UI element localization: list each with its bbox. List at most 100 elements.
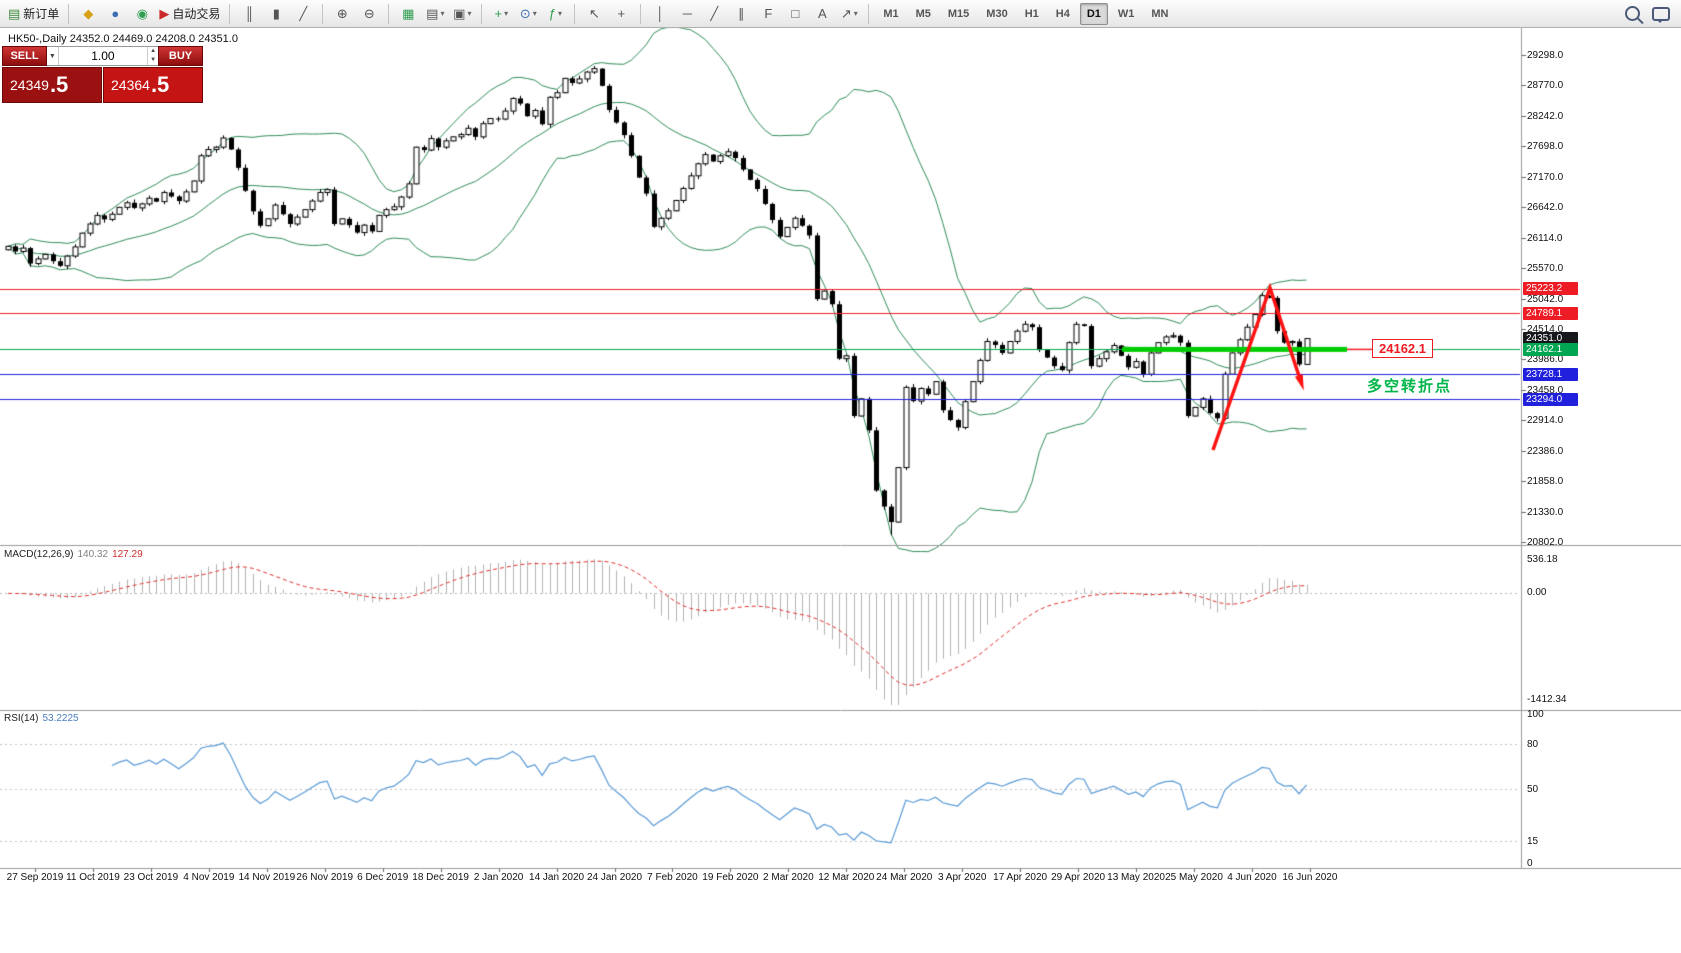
- fibonacci-button[interactable]: F: [755, 3, 781, 25]
- zoom-in-button[interactable]: ⊕: [329, 3, 355, 25]
- profiles-icon: ⊙: [519, 6, 531, 21]
- one-click-trading-panel: SELL ▼ ▲▼ BUY 24349 .5 24364 .5: [2, 46, 203, 103]
- equidistant-channel-button[interactable]: ∥: [728, 3, 754, 25]
- date-axis-label: 27 Sep 2019: [6, 872, 64, 883]
- arrow-tools-button-dropdown-icon[interactable]: ▾: [853, 9, 858, 18]
- price-axis-label: 22386.0: [1527, 445, 1564, 457]
- equidistant-channel-icon: ∥: [738, 6, 745, 21]
- macd-value-main: 140.32: [77, 549, 109, 560]
- trendline-button[interactable]: ╱: [701, 3, 727, 25]
- macd-value-signal: 127.29: [112, 549, 143, 560]
- volume-up-icon[interactable]: ▲: [150, 48, 157, 54]
- volume-down-icon[interactable]: ▼: [150, 57, 157, 63]
- auto-arrange-button[interactable]: ▤ ▾: [422, 3, 448, 25]
- date-axis-label: 29 Apr 2020: [1051, 872, 1106, 883]
- horizontal-line-button[interactable]: ─: [674, 3, 700, 25]
- chat-button[interactable]: [1652, 6, 1670, 23]
- date-axis-label: 14 Jan 2020: [529, 872, 585, 883]
- auto-trading-button[interactable]: ▶ 自动交易: [156, 3, 223, 25]
- timeframe-d1-button[interactable]: D1: [1079, 2, 1108, 25]
- timeframe-m15-button[interactable]: M15: [947, 7, 970, 20]
- zoom-out-button[interactable]: ⊖: [356, 3, 382, 25]
- volume-input[interactable]: [58, 47, 148, 65]
- buy-price-frac: .5: [150, 72, 170, 97]
- date-axis-label: 24 Jan 2020: [586, 872, 643, 883]
- magnifier-icon: [1625, 6, 1640, 21]
- new-chart-button-dropdown-icon[interactable]: ▾: [504, 9, 509, 18]
- price-axis-label: 21330.0: [1527, 506, 1564, 518]
- timeframe-m5-button[interactable]: M5: [915, 7, 931, 20]
- arrow-tools-button[interactable]: ↗ ▾: [836, 3, 862, 25]
- new-chart-icon: +: [494, 6, 503, 21]
- timeframe-m30-button[interactable]: M30: [986, 7, 1008, 20]
- arrange-windows-button-dropdown-icon[interactable]: ▾: [467, 9, 472, 18]
- new-order-button[interactable]: ▤ 新订单: [5, 3, 62, 25]
- market-watch-button[interactable]: ◉: [129, 3, 155, 25]
- sell-button[interactable]: SELL: [2, 46, 47, 66]
- text-button[interactable]: A: [809, 3, 835, 25]
- market-watch-icon: ◉: [136, 6, 148, 21]
- bar-chart-button[interactable]: ║: [236, 3, 262, 25]
- cursor-icon: ↖: [588, 6, 600, 21]
- text-icon: A: [817, 6, 827, 21]
- trade-panel-price-row: 24349 .5 24364 .5: [2, 67, 203, 103]
- date-axis-label: 6 Dec 2019: [357, 872, 409, 883]
- pivot-note-text[interactable]: 多空转折点: [1367, 378, 1453, 395]
- new-order-icon: ▤: [8, 6, 21, 21]
- charts-button[interactable]: ◆: [75, 3, 101, 25]
- sell-price-button[interactable]: 24349 .5: [2, 67, 102, 103]
- timeframe-h4-button[interactable]: H4: [1055, 7, 1070, 20]
- vertical-line-button[interactable]: │: [647, 3, 673, 25]
- volume-stepper[interactable]: ▲ ▼: [147, 47, 158, 65]
- timeframe-m1-button[interactable]: M1: [883, 7, 899, 20]
- arrange-windows-button[interactable]: ▣ ▾: [449, 3, 475, 25]
- price-axis-label: 25570.0: [1527, 263, 1564, 275]
- price-axis-tag-resistance-1: 25223.2: [1523, 282, 1578, 296]
- date-axis-label: 2 Mar 2020: [763, 872, 814, 883]
- rsi-axis-label: 100: [1527, 709, 1544, 720]
- price-axis-label: 20802.0: [1527, 537, 1564, 548]
- price-axis-label: 27698.0: [1527, 141, 1564, 153]
- shapes-button[interactable]: □: [782, 3, 808, 25]
- zoom-in-icon: ⊕: [336, 6, 348, 21]
- search-button[interactable]: [1625, 6, 1640, 21]
- price-axis-tag-last-price: 24351.0: [1523, 332, 1578, 346]
- macd-name: MACD(12,26,9): [4, 549, 74, 560]
- macd-indicator-label: MACD(12,26,9) 140.32 127.29: [4, 549, 143, 560]
- crosshair-button[interactable]: +: [608, 3, 634, 25]
- price-axis-label: 23986.0: [1527, 354, 1564, 366]
- price-axis-label: 23458.0: [1527, 384, 1564, 396]
- date-axis-label: 4 Nov 2019: [183, 872, 235, 883]
- new-chart-button[interactable]: + ▾: [488, 3, 514, 25]
- price-axis-label: 21858.0: [1527, 476, 1564, 488]
- indicators-button[interactable]: ƒ ▾: [542, 3, 568, 25]
- buy-price-button[interactable]: 24364 .5: [103, 67, 203, 103]
- profiles-button-dropdown-icon[interactable]: ▾: [532, 9, 537, 18]
- price-axis-label: 22914.0: [1527, 415, 1564, 427]
- profile-button[interactable]: ●: [102, 3, 128, 25]
- timeframe-mn-button[interactable]: MN: [1151, 7, 1169, 20]
- price-axis-label: 24514.0: [1527, 323, 1564, 335]
- arrange-windows-icon: ▣: [453, 6, 466, 21]
- price-axis-label: 26114.0: [1527, 232, 1563, 244]
- buy-button[interactable]: BUY: [158, 46, 203, 66]
- price-axis-tag-resistance-2: 24789.1: [1523, 306, 1578, 320]
- pivot-price-label[interactable]: 24162.1: [1372, 339, 1433, 358]
- profiles-button[interactable]: ⊙ ▾: [515, 3, 541, 25]
- date-axis-label: 25 May 2020: [1165, 872, 1223, 883]
- cursor-button[interactable]: ↖: [581, 3, 607, 25]
- candlestick-chart-button[interactable]: ▮: [263, 3, 289, 25]
- bar-chart-icon: ║: [244, 6, 254, 21]
- indicators-button-dropdown-icon[interactable]: ▾: [557, 9, 562, 18]
- auto-trading-button-label: 自动交易: [172, 7, 221, 21]
- price-axis-label: 29298.0: [1527, 50, 1564, 61]
- volume-dropdown-icon[interactable]: ▼: [47, 47, 59, 65]
- buy-price-main: 24364: [111, 77, 150, 93]
- timeframe-w1-button[interactable]: W1: [1117, 7, 1135, 20]
- timeframe-h1-button[interactable]: H1: [1024, 7, 1039, 20]
- auto-arrange-button-dropdown-icon[interactable]: ▾: [440, 9, 445, 18]
- line-chart-button[interactable]: ╱: [290, 3, 316, 25]
- toolbar: ▤ 新订单 ◆ ● ◉ ▶ 自动交易 ║ ▮ ╱ ⊕ ⊖ ▦ ▤ ▾ ▣ ▾ + ▾ ⊙ ▾ ƒ ▾ ↖ + │ ─ ╱ ∥ F □ A ↗ ▾ M…: [0, 0, 1681, 28]
- tile-windows-button[interactable]: ▦: [395, 3, 421, 25]
